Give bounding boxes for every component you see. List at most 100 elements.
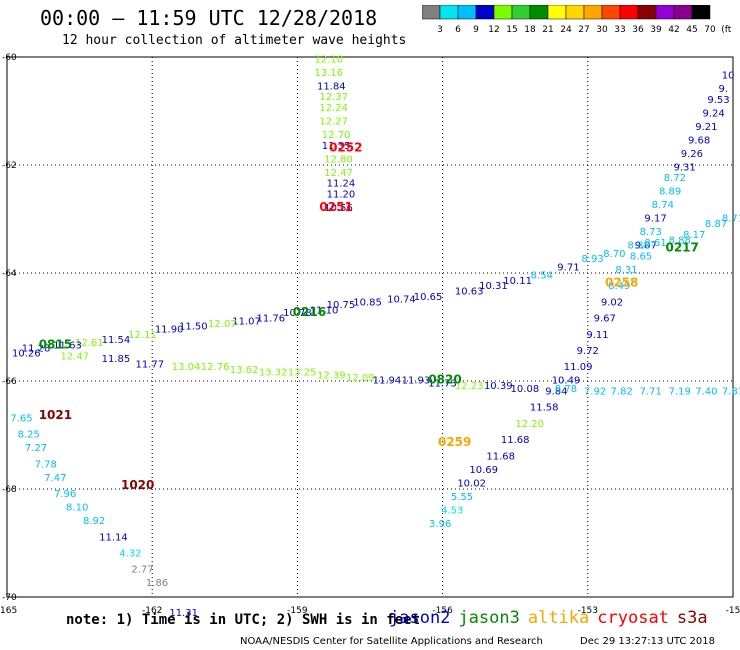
wave-height-value: 8.65 (630, 252, 652, 263)
legend-item-jason3: jason3 (458, 608, 520, 628)
x-tick-label: -153 (578, 606, 598, 616)
color-scale-label: 27 (578, 25, 589, 35)
legend-item-s3a: s3a (676, 608, 708, 628)
footer-note: note: 1) Time is in UTC; 2) SWH is in fe… (66, 612, 421, 628)
color-scale-label: 42 (668, 25, 679, 35)
color-scale-label: (ft) (721, 25, 732, 35)
wave-height-value: 11.10 (310, 306, 339, 317)
wave-height-value: 7.65 (10, 414, 32, 425)
wave-height-value: 7.82 (611, 387, 633, 398)
wave-height-value: 3.96 (429, 519, 451, 530)
x-tick-label: -162 (142, 606, 162, 616)
color-scale-label: 18 (524, 25, 536, 35)
pass-time-label: 0820 (428, 373, 461, 387)
wave-height-value: 10.78 (283, 308, 312, 319)
wave-height-value: 9.17 (644, 214, 666, 225)
timestamp: Dec 29 13:27:13 UTC 2018 (580, 636, 715, 647)
color-scale-label: 9 (473, 25, 479, 35)
wave-height-value: 9.67 (594, 314, 616, 325)
wave-height-value: 12.27 (319, 117, 348, 128)
wave-height-value: 8.89 (659, 187, 681, 198)
wave-height-value: 8.10 (66, 503, 88, 514)
wave-height-value: 10.49 (552, 376, 581, 387)
wave-height-value: 7.81 (722, 387, 740, 398)
wave-height-value: 9.07 (635, 241, 657, 252)
wave-height-value: 4.53 (441, 505, 463, 516)
color-scale-label: 45 (686, 25, 697, 35)
color-scale-label: 3 (437, 25, 443, 35)
wave-height-value: 11.24 (327, 179, 356, 190)
wave-height-value: 2.77 (131, 565, 153, 576)
y-tick-label: -60 (2, 53, 17, 63)
wave-height-value: 10.69 (469, 465, 498, 476)
wave-height-value: 11.07 (232, 316, 261, 327)
wave-height-value: 8.72 (664, 173, 686, 184)
x-tick-label: -159 (287, 606, 308, 616)
wave-height-value: 10.08 (511, 384, 540, 395)
wave-height-value: 12.37 (319, 92, 348, 103)
wave-height-value: 13.16 (315, 68, 344, 79)
wave-height-value: 11.28 (22, 343, 51, 354)
wave-height-value: 11.20 (327, 189, 356, 200)
color-scale-label: 12 (488, 25, 499, 35)
wave-height-value: 10.63 (455, 287, 484, 298)
pass-time-label: 0252 (329, 141, 362, 155)
wave-height-value: 11.50 (179, 322, 208, 333)
wave-height-value: 11.31 (169, 608, 198, 619)
wave-height-value: 11.63 (53, 341, 82, 352)
wave-height-value: 9.71 (557, 262, 579, 273)
wave-height-value: 13.62 (230, 365, 259, 376)
pass-time-label: 0258 (605, 276, 638, 290)
wave-height-value: 7.96 (54, 489, 76, 500)
wave-height-value: 11.54 (102, 335, 131, 346)
y-tick-label: -62 (2, 161, 17, 171)
pass-time-label: 1021 (39, 408, 72, 422)
y-tick-label: -70 (2, 593, 17, 603)
wave-height-value: 10.65 (414, 292, 443, 303)
wave-height-value: 10.39 (484, 381, 513, 392)
y-tick-label: -68 (2, 485, 17, 495)
wave-height-value: 8.71 (722, 214, 740, 225)
wave-height-value: 13.25 (288, 368, 317, 379)
wave-height-value: 4.32 (119, 549, 141, 560)
wave-height-value: 7.78 (35, 459, 57, 470)
wave-height-value: 8.31 (615, 265, 637, 276)
satellite-legend: jason2 jason3 altika cryosat s3a (389, 608, 716, 628)
wave-height-value: 10.11 (503, 276, 532, 287)
wave-height-value: 10.75 (327, 300, 356, 311)
wave-height-value: 10.85 (353, 297, 382, 308)
wave-height-value: 9.02 (601, 297, 623, 308)
wave-height-value: 12.70 (322, 130, 351, 141)
wave-height-value: 10.02 (457, 478, 486, 489)
wave-height-value: 9.72 (577, 346, 599, 357)
wave-height-value: 8.61 (644, 238, 666, 249)
wave-height-value: 8.88 (627, 241, 649, 252)
wave-height-value: 12.80 (324, 154, 353, 165)
pass-time-label: 0259 (438, 435, 471, 449)
x-tick-label: -156 (432, 606, 453, 616)
wave-height-value: 12.47 (324, 168, 353, 179)
wave-height-value: 9. (719, 84, 729, 95)
wave-height-value: 12.11 (128, 330, 157, 341)
wave-height-value: 8.17 (683, 230, 705, 241)
wave-height-value: 9.31 (673, 162, 695, 173)
wave-height-value: 11.85 (102, 354, 131, 365)
chart-subtitle: 12 hour collection of altimeter wave hei… (62, 33, 407, 48)
y-tick-label: -64 (2, 269, 17, 279)
wave-height-value: 7.19 (669, 387, 691, 398)
wave-height-value: 9.68 (688, 135, 710, 146)
wave-height-value: 11.84 (317, 81, 346, 92)
wave-height-value: 11.93 (402, 376, 431, 387)
color-scale-label: 21 (542, 25, 553, 35)
wave-height-value: 10.74 (387, 295, 416, 306)
wave-height-value: 11.90 (155, 324, 184, 335)
wave-height-value: 11.58 (530, 403, 559, 414)
wave-height-value: 13.04 (172, 362, 201, 373)
wave-height-value: 8.87 (705, 219, 727, 230)
wave-height-value: 12.61 (75, 338, 104, 349)
wave-height-value: 1.86 (146, 578, 168, 589)
chart-title: 00:00 – 11:59 UTC 12/28/2018 (40, 6, 378, 30)
wave-height-value: 7.47 (44, 473, 66, 484)
wave-height-value: 7.27 (25, 443, 47, 454)
